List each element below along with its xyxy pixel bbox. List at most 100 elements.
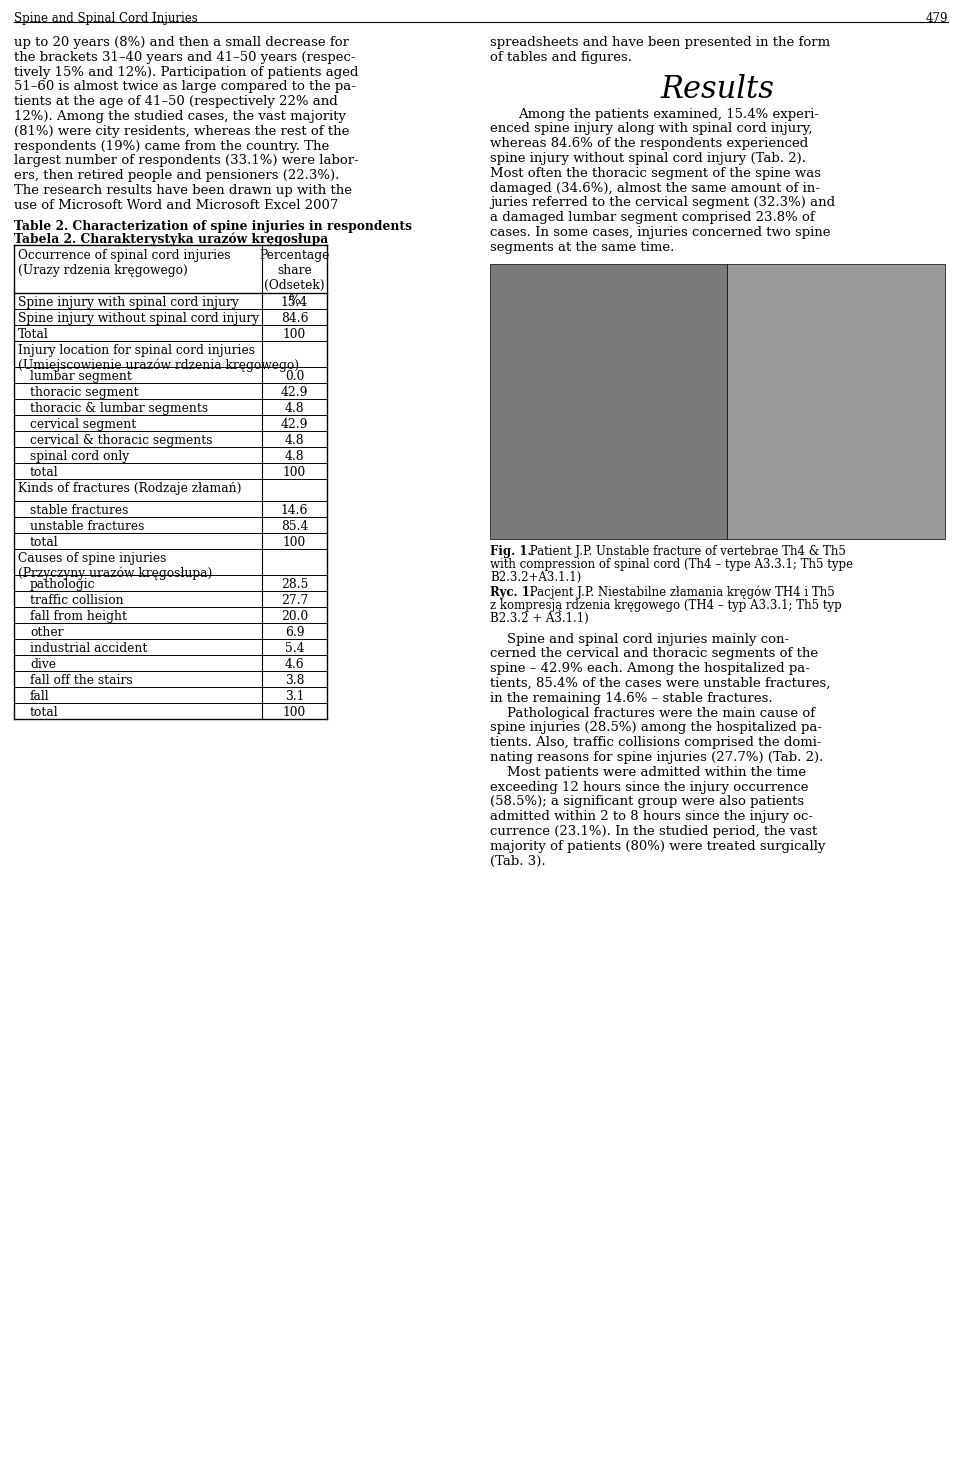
Text: use of Microsoft Word and Microsoft Excel 2007: use of Microsoft Word and Microsoft Exce… bbox=[14, 198, 338, 212]
Text: 84.6: 84.6 bbox=[280, 312, 308, 324]
Text: 479: 479 bbox=[925, 12, 948, 25]
Text: in the remaining 14.6% – stable fractures.: in the remaining 14.6% – stable fracture… bbox=[490, 691, 773, 704]
Text: admitted within 2 to 8 hours since the injury oc-: admitted within 2 to 8 hours since the i… bbox=[490, 810, 813, 823]
Text: damaged (34.6%), almost the same amount of in-: damaged (34.6%), almost the same amount … bbox=[490, 182, 820, 194]
Text: 14.6: 14.6 bbox=[281, 503, 308, 517]
Text: Table 2. Characterization of spine injuries in respondents: Table 2. Characterization of spine injur… bbox=[14, 219, 412, 232]
Text: largest number of respondents (33.1%) were labor-: largest number of respondents (33.1%) we… bbox=[14, 154, 359, 167]
Text: pathologic: pathologic bbox=[30, 577, 95, 591]
Text: The research results have been drawn up with the: The research results have been drawn up … bbox=[14, 184, 352, 197]
Text: total: total bbox=[30, 466, 59, 478]
Text: nating reasons for spine injuries (27.7%) (Tab. 2).: nating reasons for spine injuries (27.7%… bbox=[490, 750, 824, 764]
Text: 6.9: 6.9 bbox=[285, 626, 304, 638]
Text: industrial accident: industrial accident bbox=[30, 642, 148, 654]
Text: 4.8: 4.8 bbox=[285, 450, 304, 463]
Text: 100: 100 bbox=[283, 536, 306, 549]
Text: 0.0: 0.0 bbox=[285, 370, 304, 383]
Text: Pacjent J.P. Niestabilne złamania kręgów TH4 i Th5: Pacjent J.P. Niestabilne złamania kręgów… bbox=[526, 586, 835, 599]
Text: cervical segment: cervical segment bbox=[30, 417, 136, 431]
Text: respondents (19%) came from the country. The: respondents (19%) came from the country.… bbox=[14, 139, 329, 152]
Text: 42.9: 42.9 bbox=[280, 417, 308, 431]
Text: tients, 85.4% of the cases were unstable fractures,: tients, 85.4% of the cases were unstable… bbox=[490, 676, 830, 690]
Text: cases. In some cases, injuries concerned two spine: cases. In some cases, injuries concerned… bbox=[490, 226, 830, 238]
Text: whereas 84.6% of the respondents experienced: whereas 84.6% of the respondents experie… bbox=[490, 138, 808, 149]
Text: Spine injury without spinal cord injury: Spine injury without spinal cord injury bbox=[18, 312, 259, 324]
Text: Most patients were admitted within the time: Most patients were admitted within the t… bbox=[490, 765, 806, 778]
Bar bbox=[490, 263, 727, 539]
Text: enced spine injury along with spinal cord injury,: enced spine injury along with spinal cor… bbox=[490, 123, 812, 135]
Text: cerned the cervical and thoracic segments of the: cerned the cervical and thoracic segment… bbox=[490, 647, 818, 660]
Text: thoracic & lumbar segments: thoracic & lumbar segments bbox=[30, 401, 208, 414]
Text: Results: Results bbox=[660, 74, 775, 105]
Text: currence (23.1%). In the studied period, the vast: currence (23.1%). In the studied period,… bbox=[490, 824, 817, 838]
Text: 4.8: 4.8 bbox=[285, 434, 304, 447]
Text: Pathological fractures were the main cause of: Pathological fractures were the main cau… bbox=[490, 706, 815, 719]
Text: 20.0: 20.0 bbox=[281, 610, 308, 623]
Bar bbox=[727, 263, 945, 539]
Text: Injury location for spinal cord injuries
(Umiejscowienie urazów rdzenia kręgoweg: Injury location for spinal cord injuries… bbox=[18, 343, 300, 371]
Text: juries referred to the cervical segment (32.3%) and: juries referred to the cervical segment … bbox=[490, 197, 835, 209]
Text: Causes of spine injuries
(Przyczyny urazów kręgosłupa): Causes of spine injuries (Przyczyny uraz… bbox=[18, 552, 212, 580]
Text: Kinds of fractures (Rodzaje złamań): Kinds of fractures (Rodzaje złamań) bbox=[18, 481, 242, 494]
Text: (81%) were city residents, whereas the rest of the: (81%) were city residents, whereas the r… bbox=[14, 124, 349, 138]
Text: Occurrence of spinal cord injuries
(Urazy rdzenia kręgowego): Occurrence of spinal cord injuries (Uraz… bbox=[18, 249, 230, 277]
Text: Patient J.P. Unstable fracture of vertebrae Th4 & Th5: Patient J.P. Unstable fracture of verteb… bbox=[526, 545, 847, 558]
Text: majority of patients (80%) were treated surgically: majority of patients (80%) were treated … bbox=[490, 839, 826, 852]
Text: lumbar segment: lumbar segment bbox=[30, 370, 132, 383]
Text: 27.7: 27.7 bbox=[281, 593, 308, 607]
Text: of tables and figures.: of tables and figures. bbox=[490, 50, 632, 64]
Text: 3.1: 3.1 bbox=[285, 690, 304, 703]
Text: B2.3.2 + A3.1.1): B2.3.2 + A3.1.1) bbox=[490, 611, 588, 625]
Text: Among the patients examined, 15.4% experi-: Among the patients examined, 15.4% exper… bbox=[518, 108, 819, 120]
Text: Total: Total bbox=[18, 327, 49, 340]
Text: a damaged lumbar segment comprised 23.8% of: a damaged lumbar segment comprised 23.8%… bbox=[490, 212, 815, 223]
Text: cervical & thoracic segments: cervical & thoracic segments bbox=[30, 434, 212, 447]
Text: 100: 100 bbox=[283, 466, 306, 478]
Text: Spine and Spinal Cord Injuries: Spine and Spinal Cord Injuries bbox=[14, 12, 198, 25]
Text: 3.8: 3.8 bbox=[285, 673, 304, 687]
Text: Fig. 1.: Fig. 1. bbox=[490, 545, 532, 558]
Text: tients. Also, traffic collisions comprised the domi-: tients. Also, traffic collisions compris… bbox=[490, 736, 822, 749]
Text: Spine injury with spinal cord injury: Spine injury with spinal cord injury bbox=[18, 296, 239, 309]
Text: Most often the thoracic segment of the spine was: Most often the thoracic segment of the s… bbox=[490, 167, 821, 179]
Text: 12%). Among the studied cases, the vast majority: 12%). Among the studied cases, the vast … bbox=[14, 110, 346, 123]
Text: Ryc. 1.: Ryc. 1. bbox=[490, 586, 534, 598]
Text: B2.3.2+A3.1.1): B2.3.2+A3.1.1) bbox=[490, 571, 581, 583]
Text: z kompresją rdzenia kręgowego (TH4 – typ A3.3.1; Th5 typ: z kompresją rdzenia kręgowego (TH4 – typ… bbox=[490, 598, 842, 611]
Text: Spine and spinal cord injuries mainly con-: Spine and spinal cord injuries mainly co… bbox=[490, 632, 789, 645]
Text: fall from height: fall from height bbox=[30, 610, 127, 623]
Text: exceeding 12 hours since the injury occurrence: exceeding 12 hours since the injury occu… bbox=[490, 780, 808, 793]
Text: fall off the stairs: fall off the stairs bbox=[30, 673, 132, 687]
Text: thoracic segment: thoracic segment bbox=[30, 386, 138, 398]
Text: fall: fall bbox=[30, 690, 50, 703]
Text: Tabela 2. Charakterystyka urazów kręgosłupa: Tabela 2. Charakterystyka urazów kręgosł… bbox=[14, 232, 328, 246]
Text: traffic collision: traffic collision bbox=[30, 593, 124, 607]
Text: 15.4: 15.4 bbox=[281, 296, 308, 309]
Text: the brackets 31–40 years and 41–50 years (respec-: the brackets 31–40 years and 41–50 years… bbox=[14, 50, 355, 64]
Text: 5.4: 5.4 bbox=[285, 642, 304, 654]
Text: spine injury without spinal cord injury (Tab. 2).: spine injury without spinal cord injury … bbox=[490, 152, 806, 164]
Text: tively 15% and 12%). Participation of patients aged: tively 15% and 12%). Participation of pa… bbox=[14, 65, 358, 78]
Text: 4.8: 4.8 bbox=[285, 401, 304, 414]
Text: 85.4: 85.4 bbox=[281, 519, 308, 533]
Text: segments at the same time.: segments at the same time. bbox=[490, 241, 674, 253]
Text: spine – 42.9% each. Among the hospitalized pa-: spine – 42.9% each. Among the hospitaliz… bbox=[490, 662, 810, 675]
Text: dive: dive bbox=[30, 657, 56, 670]
Text: spinal cord only: spinal cord only bbox=[30, 450, 130, 463]
Text: other: other bbox=[30, 626, 63, 638]
Text: (Tab. 3).: (Tab. 3). bbox=[490, 854, 545, 867]
Text: spine injuries (28.5%) among the hospitalized pa-: spine injuries (28.5%) among the hospita… bbox=[490, 721, 822, 734]
Text: 4.6: 4.6 bbox=[285, 657, 304, 670]
Text: 28.5: 28.5 bbox=[281, 577, 308, 591]
Text: ers, then retired people and pensioners (22.3%).: ers, then retired people and pensioners … bbox=[14, 169, 340, 182]
Text: tients at the age of 41–50 (respectively 22% and: tients at the age of 41–50 (respectively… bbox=[14, 95, 338, 108]
Text: 42.9: 42.9 bbox=[280, 386, 308, 398]
Text: 100: 100 bbox=[283, 327, 306, 340]
Text: (58.5%); a significant group were also patients: (58.5%); a significant group were also p… bbox=[490, 795, 804, 808]
Text: total: total bbox=[30, 536, 59, 549]
Text: stable fractures: stable fractures bbox=[30, 503, 129, 517]
Text: 100: 100 bbox=[283, 706, 306, 719]
Text: spreadsheets and have been presented in the form: spreadsheets and have been presented in … bbox=[490, 36, 830, 49]
Text: with compression of spinal cord (Th4 – type A3.3.1; Th5 type: with compression of spinal cord (Th4 – t… bbox=[490, 558, 853, 571]
Text: 51–60 is almost twice as large compared to the pa-: 51–60 is almost twice as large compared … bbox=[14, 80, 356, 93]
